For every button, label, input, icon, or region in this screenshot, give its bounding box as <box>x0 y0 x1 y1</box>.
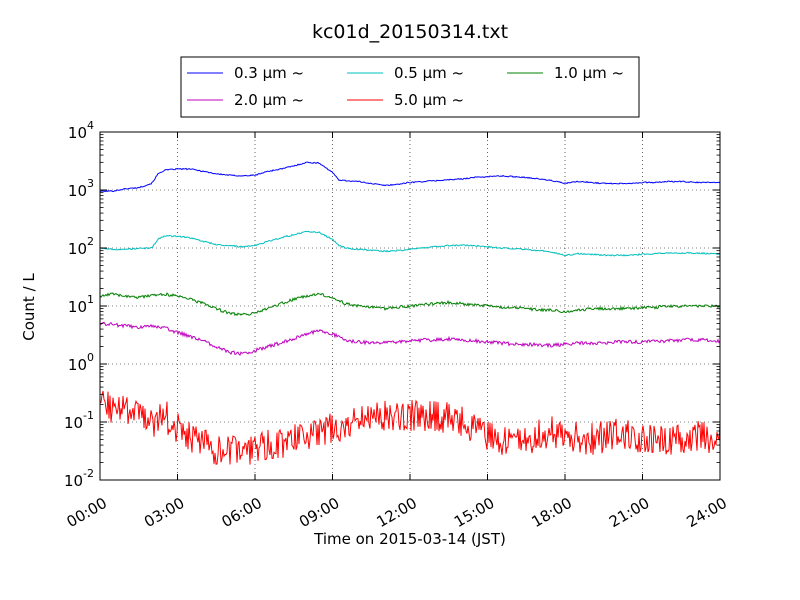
plot-area <box>99 161 721 465</box>
series-line <box>99 161 721 193</box>
y-axis-label: Count / L <box>20 273 38 341</box>
y-tick-label: 104 <box>68 119 94 142</box>
x-axis-label: Time on 2015-03-14 (JST) <box>313 530 506 548</box>
y-tick-label: 101 <box>68 293 94 316</box>
legend-box <box>180 56 640 118</box>
series-line <box>99 292 721 317</box>
legend-label: 1.0 μm ~ <box>554 64 624 82</box>
legend-label: 2.0 μm ~ <box>234 91 304 109</box>
y-tick-label: 103 <box>68 177 94 200</box>
legend-label: 5.0 μm ~ <box>394 91 464 109</box>
grid-lines <box>100 132 720 480</box>
y-tick-label: 10-2 <box>64 467 94 490</box>
y-tick-labels: 10-2 10-1 100 101 102 103 104 <box>64 119 94 490</box>
y-tick-label: 102 <box>68 235 94 258</box>
chart-title: kc01d_20150314.txt <box>312 21 508 43</box>
legend-label: 0.5 μm ~ <box>394 64 464 82</box>
series-line <box>99 390 721 465</box>
legend-label: 0.3 μm ~ <box>234 64 304 82</box>
y-tick-label: 10-1 <box>64 409 94 432</box>
axis-ticks <box>99 131 721 481</box>
y-tick-label: 100 <box>68 351 94 374</box>
series-line <box>99 321 721 356</box>
legend: 0.3 μm ~ 0.5 μm ~ 1.0 μm ~ 2.0 μm ~ 5.0 μm ~ <box>180 56 640 118</box>
series-line <box>99 230 721 257</box>
